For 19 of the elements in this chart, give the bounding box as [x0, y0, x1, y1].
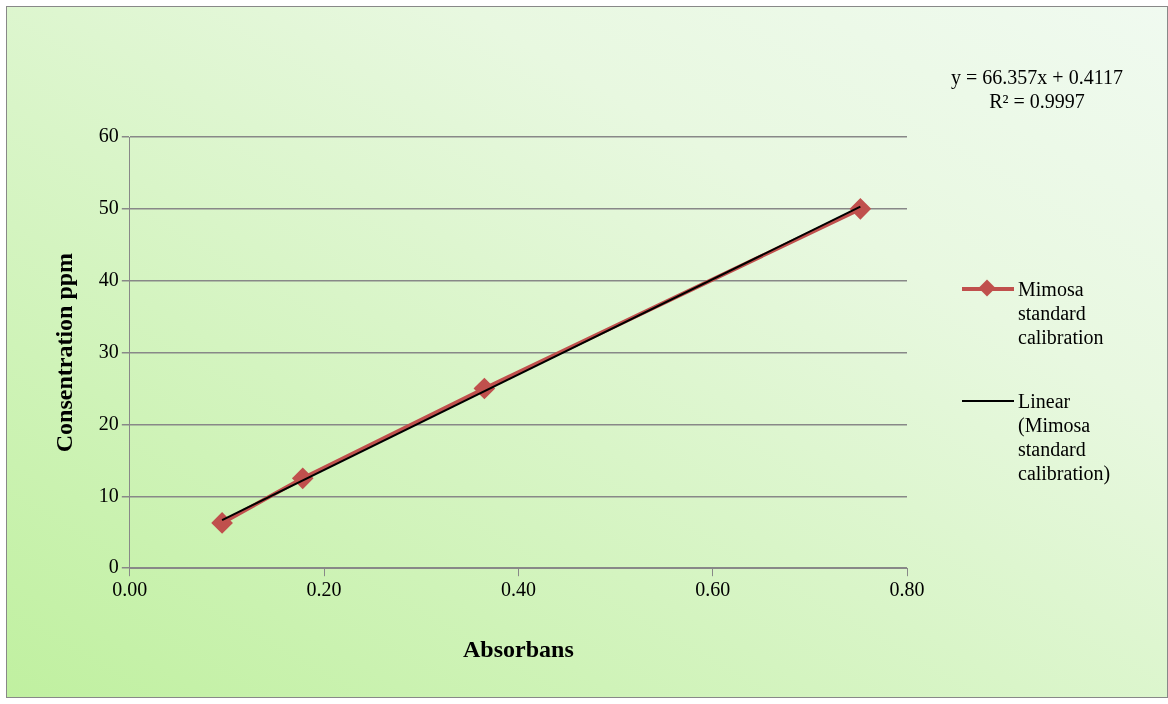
x-axis-title: Absorbans [463, 635, 574, 662]
y-tick-label: 20 [98, 411, 119, 434]
y-tick-label: 0 [108, 555, 119, 578]
y-axis-title: Consentration ppm [50, 252, 77, 453]
y-tick-label: 60 [98, 124, 119, 147]
text: y = 66.357x + 0.4117 [950, 65, 1124, 89]
y-tick-label: 30 [98, 339, 119, 362]
legend-label: Mimosa standard calibration [1018, 277, 1105, 349]
x-tick-label: 0.60 [695, 578, 731, 601]
x-tick-label: 0.40 [500, 578, 536, 601]
point [212, 512, 233, 533]
y-tick-label: 50 [98, 196, 119, 219]
x-tick-label: 0.20 [306, 578, 342, 601]
legend-label: Linear (Mimosa standard calibration) [1018, 389, 1112, 485]
y-tick-label: 40 [98, 267, 119, 290]
x-tick-label: 0.80 [889, 578, 925, 601]
text: R² = 0.9997 [988, 89, 1086, 113]
x-tick-label: 0.00 [112, 578, 148, 601]
y-tick-label: 10 [98, 483, 119, 506]
